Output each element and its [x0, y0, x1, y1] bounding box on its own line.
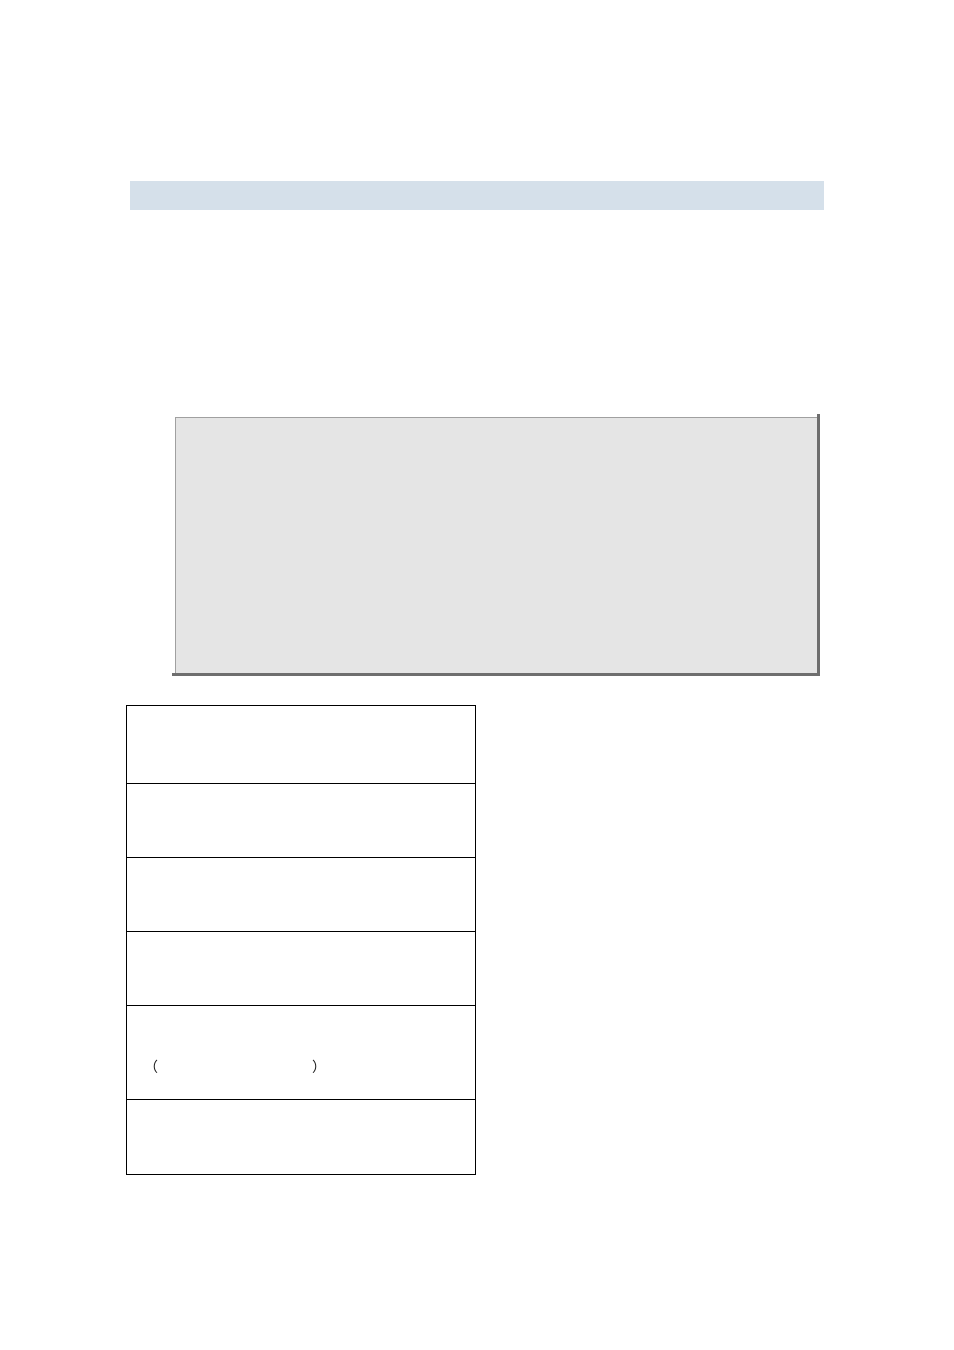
table-row	[127, 858, 475, 932]
paren-open: （	[144, 1057, 158, 1077]
section-heading-bar	[130, 181, 824, 210]
highlight-panel	[172, 414, 820, 676]
table-row	[127, 784, 475, 858]
table-row	[127, 932, 475, 1006]
page: （ ）	[0, 0, 954, 1350]
data-table: （ ）	[126, 705, 476, 1175]
table-row	[127, 1100, 475, 1174]
table-row	[127, 706, 475, 784]
panel-inner-left-shadow	[175, 417, 176, 673]
panel-inner-top-shadow	[175, 417, 817, 418]
paren-close: ）	[312, 1057, 326, 1077]
table-row: （ ）	[127, 1006, 475, 1100]
